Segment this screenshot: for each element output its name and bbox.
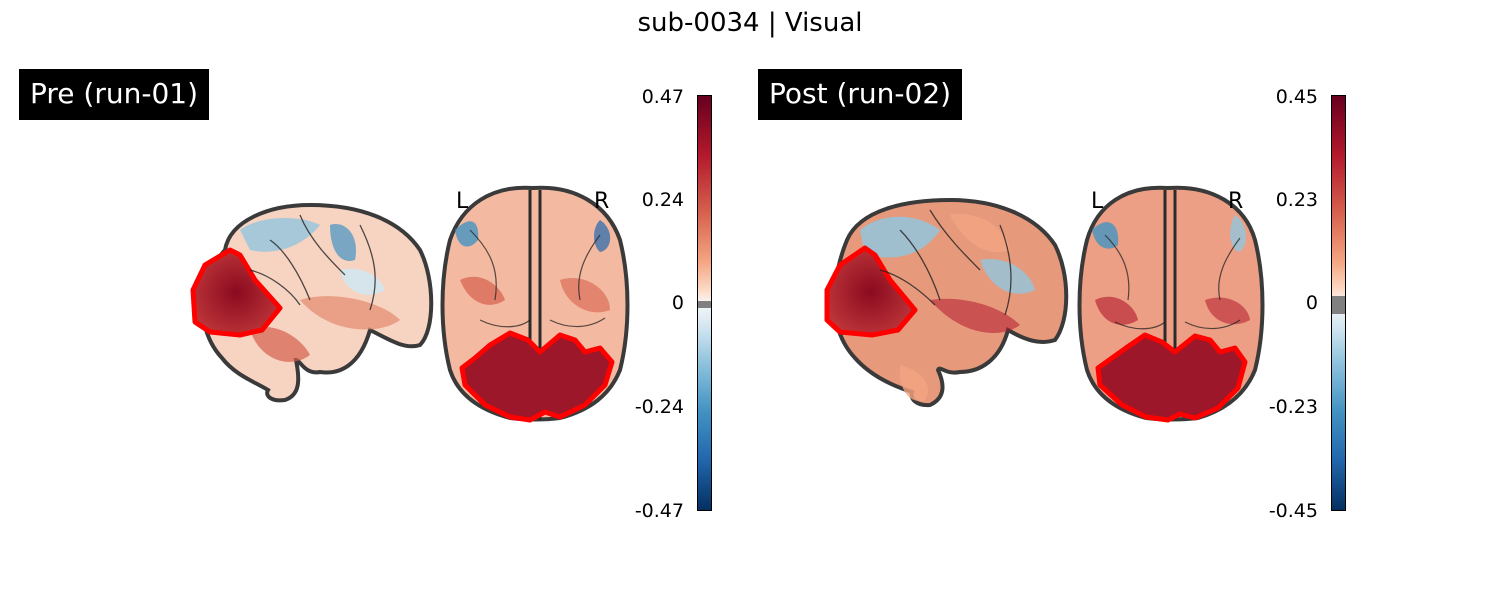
colorbar-tick-pre-3: -0.24 xyxy=(634,396,684,418)
panel-post: Post (run-02) L xyxy=(750,0,1500,600)
colorbar-tick-pre-2: 0 xyxy=(671,292,684,314)
colorbar-tick-post-1: 0.23 xyxy=(1275,189,1318,211)
colorbar-tick-pre-4: -0.47 xyxy=(634,500,684,522)
axial-view-post xyxy=(1077,185,1265,423)
orientation-right-label-post: R xyxy=(1228,189,1244,214)
orientation-left-label-pre: L xyxy=(456,189,469,214)
panel-label-pre: Pre (run-01) xyxy=(19,69,209,120)
colorbar-tick-post-4: -0.45 xyxy=(1268,500,1318,522)
panel-pre: Pre (run-01) L xyxy=(19,69,712,522)
colorbar-threshold-band-post xyxy=(1332,296,1345,314)
glass-brain-post xyxy=(824,185,1265,423)
colorbar-tick-post-2: 0 xyxy=(1305,292,1318,314)
colorbar-tick-pre-1: 0.24 xyxy=(641,189,684,211)
sagittal-view-pre xyxy=(190,202,434,403)
colorbar-tick-post-0: 0.45 xyxy=(1275,86,1318,108)
colorbar-tick-pre-0: 0.47 xyxy=(641,86,684,108)
figure-title: sub-0034 | Visual xyxy=(637,8,863,38)
orientation-right-label-pre: R xyxy=(594,189,610,214)
sagittal-view-post xyxy=(824,197,1069,408)
axial-view-pre xyxy=(440,185,630,423)
orientation-left-label-post: L xyxy=(1091,189,1104,214)
glass-brain-pre xyxy=(190,185,630,423)
colorbar-threshold-band-pre xyxy=(698,301,711,308)
panel-label-post: Post (run-02) xyxy=(758,69,963,120)
colorbar-post xyxy=(1331,95,1346,511)
colorbar-tick-post-3: -0.23 xyxy=(1268,396,1318,418)
colorbar-pre xyxy=(697,95,712,511)
